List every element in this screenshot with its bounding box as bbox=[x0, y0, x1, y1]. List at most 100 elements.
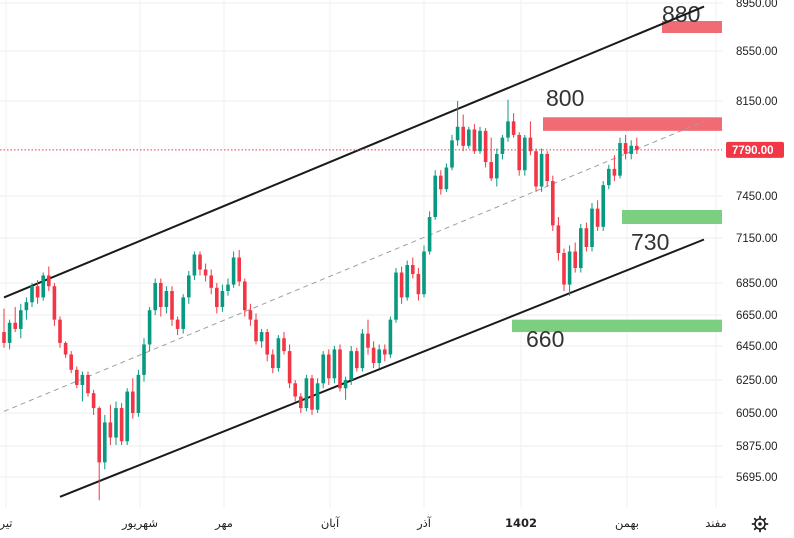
zone-support bbox=[622, 210, 722, 224]
candle-body bbox=[629, 145, 633, 154]
candle-body bbox=[528, 137, 533, 152]
candle-body bbox=[103, 422, 107, 463]
candle-body bbox=[489, 162, 493, 179]
candle-body bbox=[450, 140, 454, 168]
candle-body bbox=[91, 393, 96, 409]
candle-body bbox=[377, 349, 381, 363]
candle-body bbox=[293, 383, 297, 397]
candle-body bbox=[595, 208, 600, 227]
candle-body bbox=[86, 374, 90, 394]
candle-body bbox=[500, 137, 505, 154]
candle-body bbox=[444, 167, 449, 190]
candle-body bbox=[248, 310, 253, 320]
candle-body bbox=[427, 217, 432, 252]
candle-body bbox=[108, 422, 113, 438]
candle-body bbox=[573, 251, 577, 268]
candle-body bbox=[601, 185, 605, 227]
candle-body bbox=[136, 374, 141, 413]
channel-mid-line bbox=[3, 120, 705, 412]
candle-body bbox=[231, 257, 236, 285]
y-tick-label: 6650.00 bbox=[736, 310, 778, 322]
candle-body bbox=[461, 126, 465, 146]
candle-body bbox=[511, 121, 516, 135]
y-tick-label: 6050.00 bbox=[736, 408, 778, 420]
candle-body bbox=[259, 332, 264, 342]
candle-body bbox=[405, 265, 409, 298]
candle-body bbox=[355, 351, 359, 369]
candle-body bbox=[271, 354, 275, 369]
candle-body bbox=[371, 347, 376, 363]
trend-channel bbox=[0, 5, 722, 498]
y-tick-label: 5875.00 bbox=[736, 441, 778, 453]
candle-body bbox=[478, 130, 482, 152]
candle-body bbox=[567, 251, 572, 285]
zone-label-880: 880 bbox=[662, 1, 700, 27]
zone-label-800: 800 bbox=[546, 85, 584, 111]
x-tick-label: مهر bbox=[214, 516, 233, 531]
y-tick-label: 7150.00 bbox=[736, 233, 778, 245]
axes: 5695.00 5875.00 6050.00 6250.00 6450.00 6650.… bbox=[0, 0, 778, 531]
x-tick-label: تیر bbox=[0, 516, 13, 531]
candle-body bbox=[551, 181, 555, 226]
candle-body bbox=[203, 269, 208, 276]
candles bbox=[2, 99, 639, 501]
channel-upper-line bbox=[3, 5, 705, 299]
zone-label-730: 730 bbox=[631, 229, 669, 255]
candle-body bbox=[416, 274, 421, 295]
candle-body bbox=[590, 208, 594, 247]
candle-body bbox=[47, 275, 51, 287]
candle-body bbox=[338, 349, 342, 389]
x-tick-label: آذر bbox=[416, 516, 432, 531]
candle-body bbox=[80, 374, 85, 385]
candle-body bbox=[282, 338, 286, 352]
candle-body bbox=[119, 408, 124, 442]
y-tick-label: 8550.00 bbox=[736, 46, 778, 58]
candle-body bbox=[495, 153, 499, 179]
y-tick-label: 6250.00 bbox=[736, 375, 778, 387]
candle-body bbox=[198, 254, 202, 270]
candle-body bbox=[58, 319, 62, 343]
candle-body bbox=[584, 228, 589, 247]
current-price-label: 7790.00 bbox=[732, 145, 774, 157]
candle-body bbox=[170, 291, 174, 320]
candle-body bbox=[556, 225, 561, 253]
candle-body bbox=[153, 283, 157, 311]
candle-body bbox=[383, 349, 387, 355]
candle-body bbox=[237, 257, 241, 282]
candle-body bbox=[131, 391, 135, 413]
candle-body bbox=[472, 129, 477, 152]
candle-body bbox=[97, 408, 101, 463]
price-zones: 880 800 730 660 bbox=[512, 1, 722, 352]
y-tick-label: 5695.00 bbox=[736, 472, 778, 484]
candle-body bbox=[388, 319, 393, 355]
candle-body bbox=[19, 310, 23, 329]
candle-body bbox=[13, 322, 17, 329]
candle-body bbox=[394, 272, 398, 320]
candle-body bbox=[215, 287, 219, 307]
settings-gear-icon[interactable] bbox=[751, 515, 769, 533]
candle-body bbox=[343, 380, 348, 389]
candle-body bbox=[562, 253, 566, 285]
candle-body bbox=[75, 369, 79, 385]
candle-body bbox=[243, 281, 247, 311]
candle-body bbox=[159, 283, 163, 307]
candle-body bbox=[276, 338, 281, 369]
candle-body bbox=[411, 265, 415, 274]
candle-body bbox=[422, 251, 426, 295]
candle-body bbox=[545, 153, 549, 182]
current-price-marker: 7790.00 bbox=[726, 141, 784, 158]
candle-body bbox=[35, 286, 40, 298]
candle-body bbox=[254, 319, 258, 342]
candle-body bbox=[483, 130, 488, 163]
candle-body bbox=[315, 383, 320, 410]
candle-body bbox=[69, 354, 73, 370]
candle-body bbox=[517, 134, 521, 171]
candle-body bbox=[635, 145, 639, 150]
candle-body bbox=[534, 151, 538, 187]
candle-body bbox=[304, 378, 309, 409]
candle-body bbox=[399, 272, 404, 298]
candle-body bbox=[52, 286, 57, 320]
candle-body bbox=[618, 143, 622, 176]
